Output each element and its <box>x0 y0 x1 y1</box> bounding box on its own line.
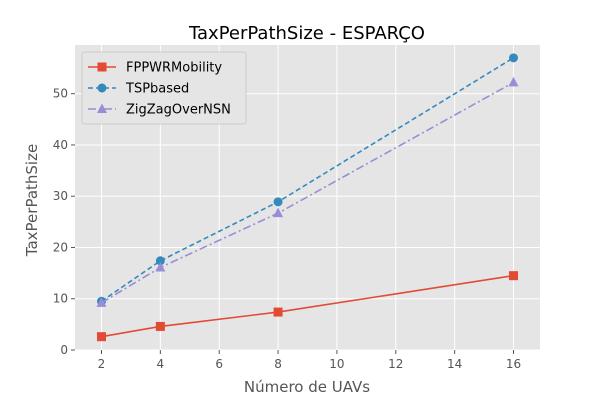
data-point <box>155 321 165 331</box>
legend-entry: FPPWRMobility <box>88 61 222 76</box>
data-point <box>155 261 166 272</box>
x-axis-label: Número de UAVs <box>244 378 370 396</box>
legend-label: TSPbased <box>125 82 189 97</box>
y-tick-label: 0 <box>60 343 68 357</box>
data-point <box>509 271 519 281</box>
series-line <box>101 81 514 304</box>
x-tick-label: 10 <box>329 357 344 371</box>
data-point <box>273 197 283 207</box>
legend-box <box>81 51 247 125</box>
legend-marker <box>97 103 107 113</box>
chart-title: TaxPerPathSize - ESPARÇO <box>188 23 425 44</box>
legend: FPPWRMobility TSPbased ZigZagOverNSN <box>81 51 247 125</box>
data-point <box>273 207 284 218</box>
x-tick-label: 12 <box>388 357 403 371</box>
x-tick-label: 8 <box>274 357 282 371</box>
x-tick-label: 16 <box>506 357 521 371</box>
y-tick-label: 10 <box>53 292 68 306</box>
series <box>96 53 519 342</box>
data-point <box>508 76 519 87</box>
data-point <box>155 256 165 266</box>
series-line <box>101 57 514 302</box>
x-tick-label: 14 <box>447 357 462 371</box>
y-tick-label: 20 <box>53 240 68 254</box>
data-point <box>96 332 106 342</box>
legend-label: ZigZagOverNSN <box>126 103 231 118</box>
data-point <box>96 297 107 307</box>
data-point <box>509 53 519 63</box>
series-ZigZagOverNSN <box>96 76 519 307</box>
x-tick-label: 6 <box>215 357 223 371</box>
legend-marker <box>97 62 107 72</box>
ticks: 2 4 6 8 10 12 14 16 0 10 20 30 40 50 <box>53 87 521 371</box>
series-FPPWRMobility <box>96 271 519 342</box>
y-axis-label: TaxPerPathSize <box>23 144 41 257</box>
x-tick-label: 2 <box>98 357 106 371</box>
y-tick-label: 40 <box>53 138 68 152</box>
y-tick-label: 50 <box>53 87 68 101</box>
series-line <box>101 274 514 338</box>
legend-marker <box>97 83 107 93</box>
data-point <box>273 307 283 317</box>
legend-entry: TSPbased <box>88 82 189 97</box>
x-tick-label: 4 <box>157 357 165 371</box>
y-tick-label: 30 <box>53 189 68 203</box>
legend-entry: ZigZagOverNSN <box>88 103 231 118</box>
legend-label: FPPWRMobility <box>126 61 222 76</box>
